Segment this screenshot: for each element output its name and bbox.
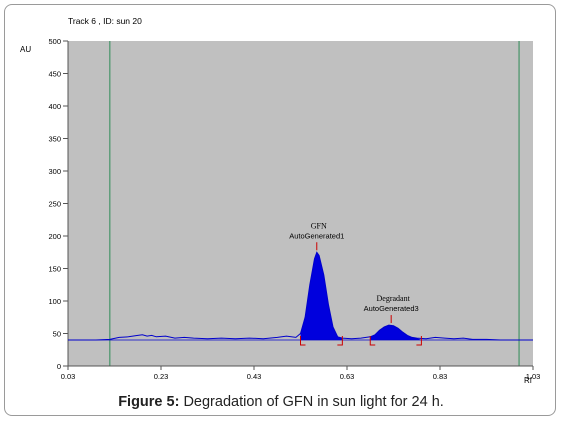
y-tick-label-0: 0 [57,362,61,371]
x-tick-label-1: 0.23 [154,372,169,381]
caption-prefix: Figure 5: [118,394,180,410]
peak-label-1: Degradant [377,294,411,303]
peak-start-marker-1 [369,336,376,346]
y-axis-label: AU [20,45,31,54]
caption-text: Degradation of GFN in sun light for 24 h… [179,394,444,410]
x-tick-label-3: 0.63 [340,372,355,381]
x-tick-label-2: 0.43 [247,372,262,381]
peak-sublabel-1: AutoGenerated3 [364,304,419,313]
peak-end-marker-1 [416,336,422,346]
chromatogram-trace [68,251,533,341]
y-tick-label-300: 300 [48,167,61,176]
y-tick-label-150: 150 [48,265,61,274]
y-tick-label-400: 400 [48,102,61,111]
y-tick-label-200: 200 [48,232,61,241]
chart-title: Track 6 , ID: sun 20 [68,16,142,26]
peak-end-marker-0 [337,336,343,346]
y-tick-label-500: 500 [48,37,61,46]
x-tick-label-0: 0.03 [61,372,76,381]
y-tick-label-250: 250 [48,200,61,209]
x-tick-label-5: 1.03 [526,372,541,381]
x-axis-label: Rf [524,376,533,385]
x-tick-label-4: 0.83 [433,372,448,381]
plot-area [68,41,533,366]
figure-caption: Figure 5: Degradation of GFN in sun ligh… [0,394,562,410]
peak-start-marker-0 [300,336,306,346]
peak-label-0: GFN [311,221,327,230]
y-tick-label-450: 450 [48,70,61,79]
peak-sublabel-0: AutoGenerated1 [289,231,344,240]
y-tick-label-50: 50 [53,330,61,339]
y-tick-label-350: 350 [48,135,61,144]
y-tick-label-100: 100 [48,297,61,306]
peak-area-0 [300,252,343,340]
